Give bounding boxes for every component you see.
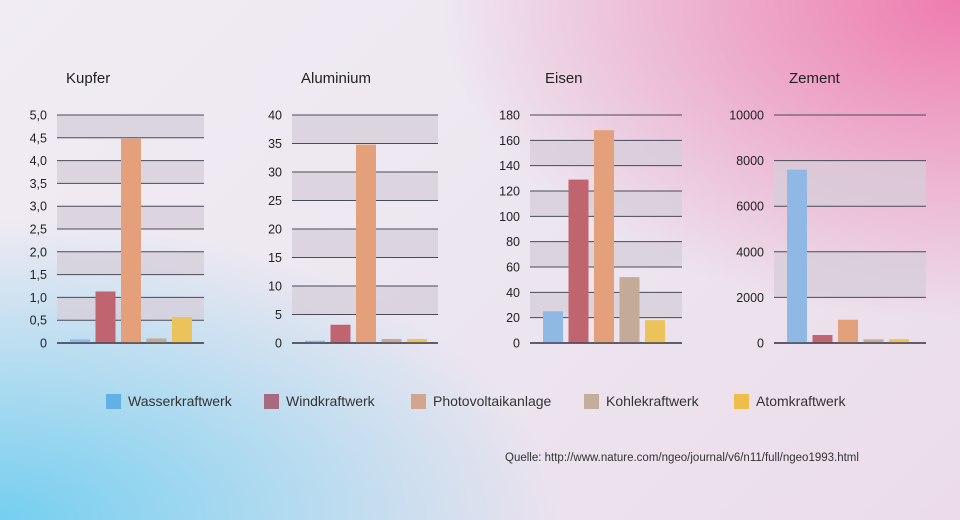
y-tick-label: 30	[268, 166, 282, 180]
bar-kohlekraftwerk	[146, 338, 167, 343]
y-tick-label: 5	[275, 308, 282, 322]
bar-atomkraftwerk	[889, 339, 909, 343]
grid-band	[292, 115, 438, 144]
y-tick-label: 25	[268, 194, 282, 208]
y-tick-label: 20	[268, 223, 282, 237]
legend-swatch-kohlekraftwerk	[584, 393, 599, 409]
legend-swatch-atomkraftwerk	[734, 393, 749, 409]
bar-photovoltaikanlage	[594, 130, 614, 343]
y-tick-label: 2,5	[30, 223, 47, 237]
y-tick-label: 15	[268, 251, 282, 265]
y-tick-label: 35	[268, 137, 282, 151]
bar-kohlekraftwerk	[863, 339, 884, 343]
y-tick-label: 4000	[736, 245, 764, 259]
bar-photovoltaikanlage	[356, 144, 376, 343]
y-tick-label: 40	[506, 286, 520, 300]
chart-title: Kupfer	[66, 70, 110, 87]
legend-item-atomkraftwerk: Atomkraftwerk	[734, 393, 845, 409]
y-tick-label: 160	[499, 134, 520, 148]
source-note: Quelle: http://www.nature.com/ngeo/journ…	[505, 452, 859, 464]
legend-swatch-photovoltaikanlage	[411, 393, 426, 409]
y-tick-label: 120	[499, 185, 520, 199]
chart-title: Eisen	[545, 70, 583, 87]
legend-swatch-windkraftwerk	[264, 393, 279, 409]
chart-title: Aluminium	[301, 70, 371, 87]
y-tick-label: 80	[506, 235, 520, 249]
y-tick-label: 5,0	[30, 109, 47, 123]
bar-windkraftwerk	[568, 179, 589, 343]
bar-wasserkraftwerk	[70, 339, 90, 343]
legend-label-atomkraftwerk: Atomkraftwerk	[756, 393, 846, 409]
y-tick-label: 0	[40, 337, 47, 351]
y-tick-label: 3,5	[30, 177, 47, 191]
y-tick-label: 3,0	[30, 200, 47, 214]
y-tick-label: 1,0	[30, 291, 47, 305]
y-tick-label: 0	[757, 337, 764, 351]
grid-band	[57, 115, 204, 138]
bar-wasserkraftwerk	[305, 340, 325, 343]
y-tick-label: 8000	[736, 154, 764, 168]
legend-item-kohlekraftwerk: Kohlekraftwerk	[584, 393, 699, 409]
legend-label-kohlekraftwerk: Kohlekraftwerk	[606, 393, 699, 409]
legend-label-windkraftwerk: Windkraftwerk	[286, 393, 375, 409]
y-tick-label: 10	[268, 280, 282, 294]
bar-windkraftwerk	[95, 291, 116, 343]
bar-windkraftwerk	[330, 324, 351, 343]
bar-kohlekraftwerk	[381, 339, 402, 343]
bar-photovoltaikanlage	[121, 138, 141, 343]
legend-item-windkraftwerk: Windkraftwerk	[264, 393, 375, 409]
bar-windkraftwerk	[812, 335, 833, 343]
legend-label-wasserkraftwerk: Wasserkraftwerk	[128, 393, 232, 409]
bar-wasserkraftwerk	[543, 311, 563, 343]
chart-title: Zement	[789, 70, 841, 87]
bar-kohlekraftwerk	[619, 277, 640, 343]
y-tick-label: 0,5	[30, 314, 47, 328]
legend-item-photovoltaikanlage: Photovoltaikanlage	[411, 393, 551, 409]
y-tick-label: 4,0	[30, 154, 47, 168]
y-tick-label: 0	[275, 337, 282, 351]
bar-atomkraftwerk	[407, 339, 427, 343]
legend-swatch-wasserkraftwerk	[106, 393, 121, 409]
y-tick-label: 10000	[729, 109, 764, 123]
bar-wasserkraftwerk	[787, 169, 807, 343]
legend-item-wasserkraftwerk: Wasserkraftwerk	[106, 393, 232, 409]
y-tick-label: 6000	[736, 200, 764, 214]
y-tick-label: 1,5	[30, 268, 47, 282]
y-tick-label: 60	[506, 261, 520, 275]
y-tick-label: 40	[268, 109, 282, 123]
y-tick-label: 4,5	[30, 131, 47, 145]
bar-photovoltaikanlage	[838, 319, 858, 343]
y-tick-label: 0	[513, 337, 520, 351]
y-tick-label: 100	[499, 210, 520, 224]
y-tick-label: 20	[506, 311, 520, 325]
legend-label-photovoltaikanlage: Photovoltaikanlage	[433, 393, 552, 409]
y-tick-label: 2000	[736, 291, 764, 305]
y-tick-label: 2,0	[30, 245, 47, 259]
y-tick-label: 180	[499, 109, 520, 123]
bar-atomkraftwerk	[172, 317, 192, 343]
bar-atomkraftwerk	[645, 320, 665, 343]
y-tick-label: 140	[499, 159, 520, 173]
